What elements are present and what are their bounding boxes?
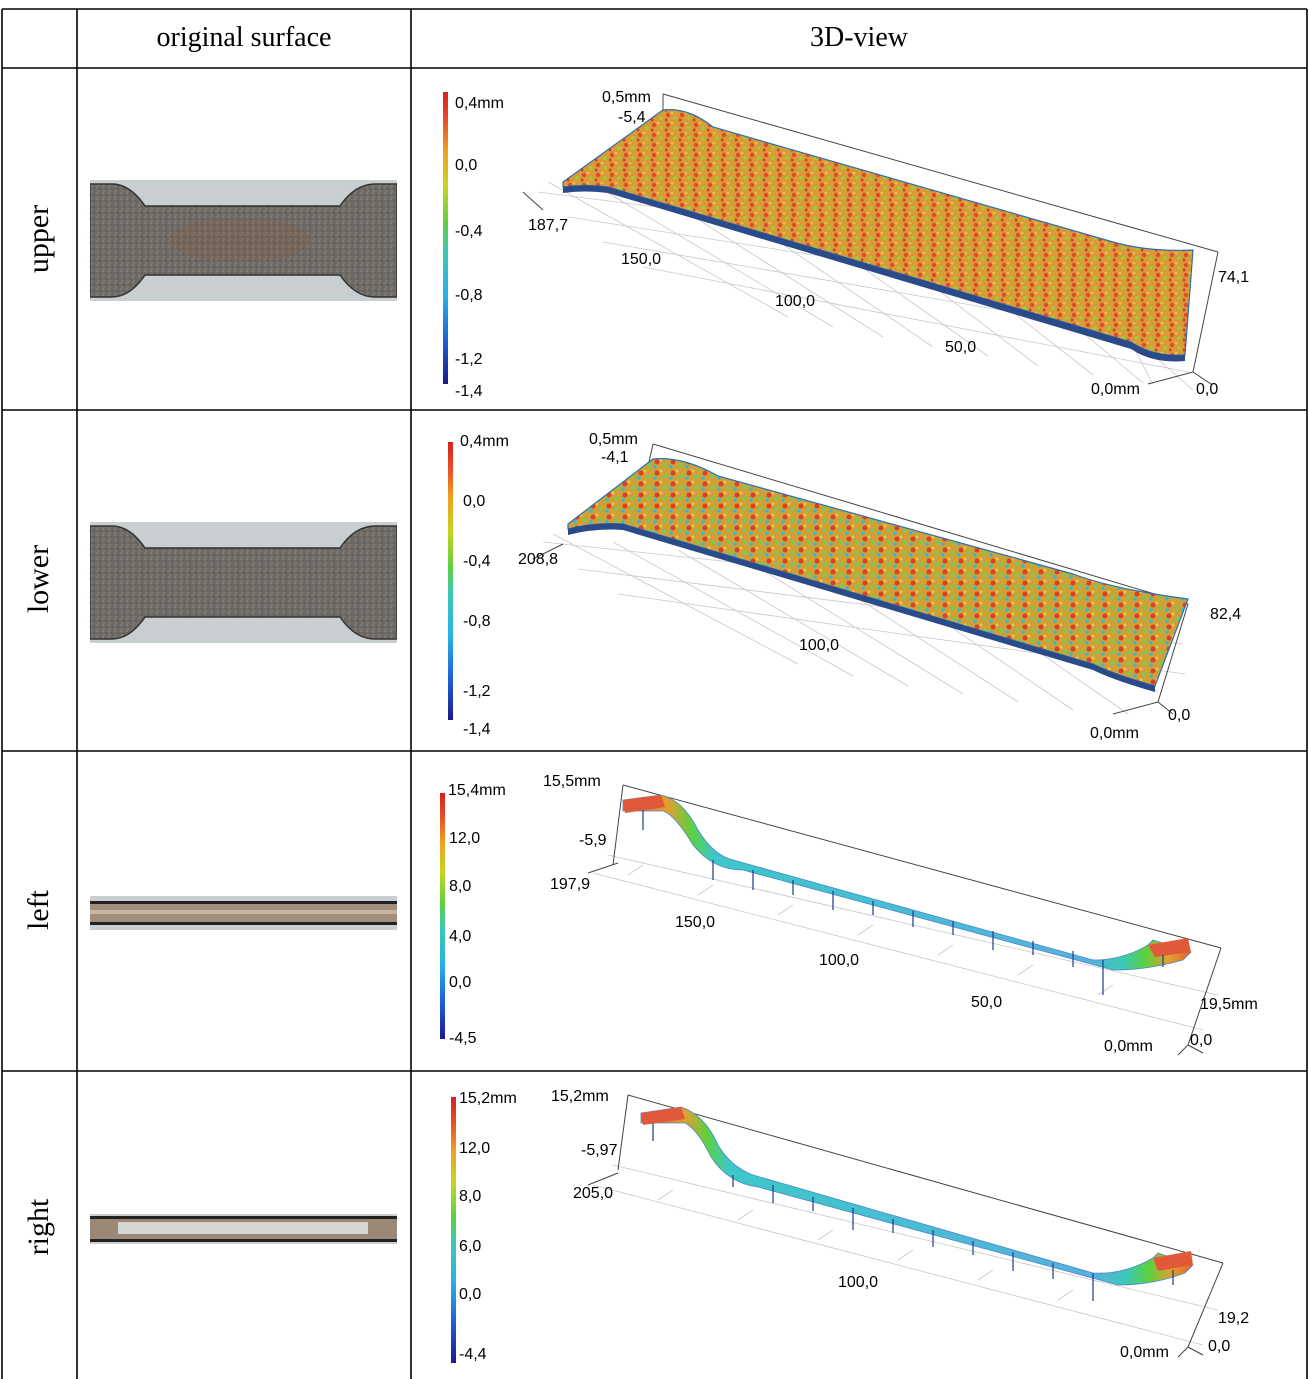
colorbar-label: -0,4	[455, 223, 483, 240]
colorbar-upper	[443, 92, 448, 384]
colorbar-label: 0,0	[449, 974, 471, 991]
axis-x-tick: 100,0	[799, 637, 839, 654]
axis-y-zero: 0,0	[1190, 1032, 1212, 1049]
surface-plot	[567, 458, 1189, 687]
row-label-left: left	[22, 890, 55, 930]
colorbar-label: 8,0	[449, 878, 471, 895]
colorbar-label: 12,0	[459, 1140, 490, 1157]
axis-x-tick: 100,0	[838, 1274, 878, 1291]
axis-x-tick: 50,0	[945, 339, 976, 356]
3d-view-lower: 0,4mm 0,0 -0,4 -0,8 -1,2 -1,4 0,5mm -4,1…	[448, 431, 1241, 742]
axis-y-max: 19,5mm	[1200, 996, 1258, 1013]
colorbar-left	[440, 793, 445, 1039]
axis-x-tick: 50,0	[971, 994, 1002, 1011]
colorbar-label: -1,4	[455, 383, 483, 400]
photo-right-surface	[90, 1214, 397, 1244]
axis-y-zero: 0,0	[1208, 1338, 1230, 1355]
colorbar-label: -4,4	[459, 1346, 487, 1363]
axis-y-max: 82,4	[1210, 606, 1241, 623]
axis-z-top: 15,5mm	[543, 773, 601, 790]
axis-x-tick: 100,0	[775, 293, 815, 310]
axis-x-tick: 100,0	[819, 952, 859, 969]
colorbar-label: -4,5	[449, 1030, 477, 1047]
axis-z-bottom: -4,1	[601, 449, 629, 466]
colorbar-label: 8,0	[459, 1188, 481, 1205]
axis-x-tick: 150,0	[621, 251, 661, 268]
3d-view-left: 15,4mm 12,0 8,0 4,0 0,0 -4,5 15,5mm -5,9…	[440, 773, 1258, 1056]
axis-origin: 0,0mm	[1120, 1344, 1169, 1361]
row-label-right: right	[22, 1198, 55, 1256]
colorbar-label: 12,0	[449, 830, 480, 847]
colorbar-label: 0,0	[459, 1286, 481, 1303]
axis-y-zero: 0,0	[1168, 707, 1190, 724]
colorbar-label: 0,4mm	[455, 95, 504, 112]
axis-y-max: 19,2	[1218, 1310, 1249, 1327]
axis-z-top: 0,5mm	[602, 89, 651, 106]
axis-x-tick: 150,0	[675, 914, 715, 931]
axis-y-max: 74,1	[1218, 269, 1249, 286]
row-label-lower: lower	[22, 544, 55, 614]
colorbar-label: 0,4mm	[460, 433, 509, 450]
colorbar-label: 0,0	[455, 157, 477, 174]
colorbar-label: -0,4	[463, 553, 491, 570]
surface-plot	[622, 794, 1192, 971]
axis-origin: 0,0mm	[1104, 1038, 1153, 1055]
axis-y-zero: 0,0	[1196, 381, 1218, 398]
axis-x-max: 205,0	[573, 1185, 613, 1202]
axis-z-top: 15,2mm	[551, 1088, 609, 1105]
colorbar-label: 6,0	[459, 1238, 481, 1255]
header-3d-view: 3D-view	[810, 22, 908, 53]
colorbar-right	[451, 1097, 456, 1363]
axis-x-max: 187,7	[528, 217, 568, 234]
colorbar-label: -1,2	[463, 683, 491, 700]
photo-left-surface	[90, 896, 397, 930]
axis-z-top: 0,5mm	[589, 431, 638, 448]
header-original-surface: original surface	[156, 22, 332, 53]
colorbar-label: 0,0	[463, 493, 485, 510]
axis-origin: 0,0mm	[1091, 381, 1140, 398]
3d-view-right: 15,2mm 12,0 8,0 6,0 0,0 -4,4 15,2mm -5,9…	[451, 1088, 1249, 1363]
axis-z-bottom: -5,4	[618, 109, 646, 126]
3d-view-upper: 0,4mm 0,0 -0,4 -0,8 -1,2 -1,4 0,5mm -5,4…	[443, 89, 1249, 400]
colorbar-lower	[448, 442, 453, 720]
colorbar-label: -1,2	[455, 351, 483, 368]
axis-x-max: 197,9	[550, 876, 590, 893]
axis-x-max: 208,8	[518, 551, 558, 568]
row-label-upper: upper	[22, 204, 55, 274]
colorbar-label: -0,8	[455, 287, 483, 304]
colorbar-label: -1,4	[463, 721, 491, 738]
axis-z-bottom: -5,97	[581, 1142, 618, 1159]
photo-upper-surface	[90, 180, 397, 301]
colorbar-label: 15,4mm	[448, 782, 506, 799]
colorbar-label: 4,0	[449, 928, 471, 945]
photo-lower-surface	[90, 522, 397, 643]
axis-z-bottom: -5,9	[579, 832, 607, 849]
colorbar-label: -0,8	[463, 613, 491, 630]
colorbar-label: 15,2mm	[459, 1090, 517, 1107]
axis-origin: 0,0mm	[1090, 725, 1139, 742]
surface-plot	[562, 109, 1194, 356]
surface-plot	[640, 1106, 1194, 1286]
